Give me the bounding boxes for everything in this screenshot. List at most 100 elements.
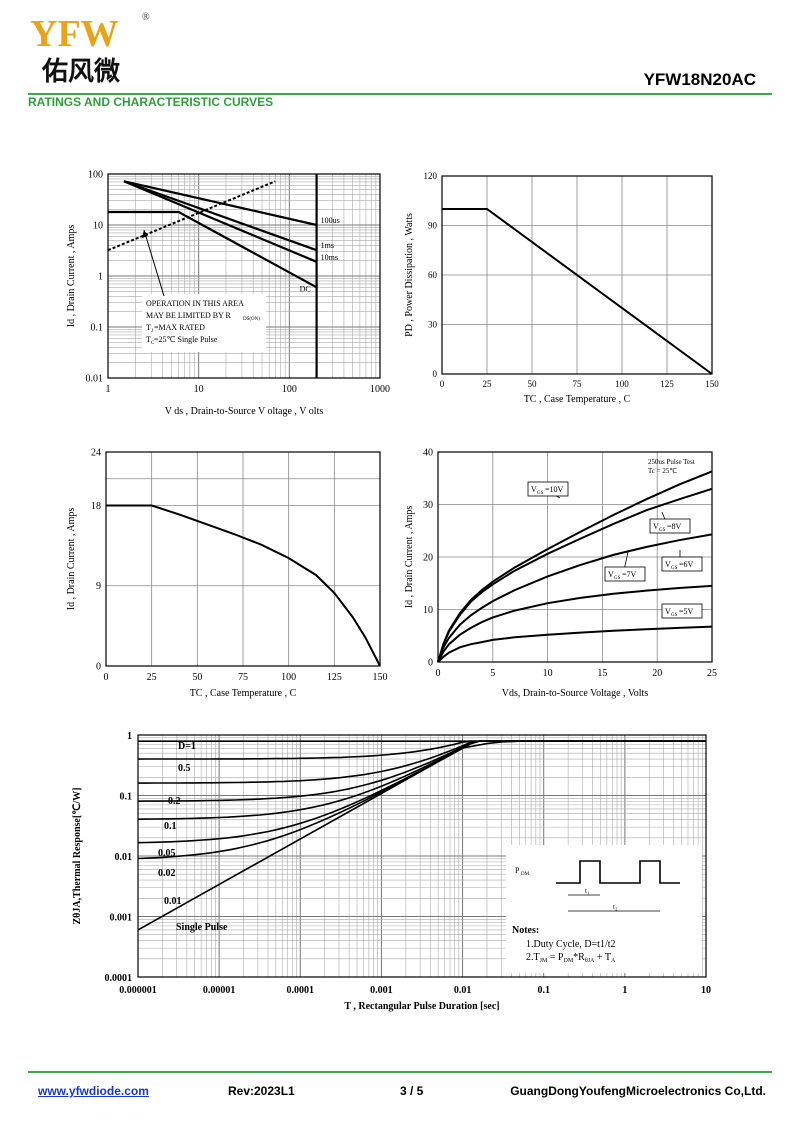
series-label: Single Pulse <box>176 922 228 933</box>
x-tick-label: 0.0001 <box>287 985 315 996</box>
annotation-text: T <box>146 335 151 344</box>
series-label: =10V <box>545 485 564 494</box>
notes-span: DM <box>563 958 573 964</box>
y-tick-label: 1 <box>127 731 132 742</box>
series-label: D=1 <box>178 741 196 752</box>
callout-box <box>604 566 646 582</box>
pulse-waveform <box>556 860 680 884</box>
pulse-label: P <box>515 866 520 875</box>
plot-frame <box>107 173 381 379</box>
notes-line: 1.Duty Cycle, D=t1/t2 <box>526 939 616 950</box>
y-tick-label: 0.1 <box>120 792 133 803</box>
x-axis-label: V ds , Drain-to-Source V oltage , V olts <box>165 406 324 417</box>
thermal-curve <box>137 740 706 820</box>
callout-box <box>661 603 703 619</box>
notes-span: 2.T <box>526 952 540 963</box>
page-number: 3 / 5 <box>400 1084 424 1098</box>
y-tick-label: 120 <box>424 171 438 181</box>
thermal-curve <box>137 740 520 931</box>
x-axis-label: TC , Case Temperature , C <box>524 394 631 405</box>
x-tick-label: 150 <box>705 379 719 389</box>
y-tick-label: 100 <box>88 169 103 180</box>
series-label: 10ms <box>321 253 338 262</box>
callout-box <box>527 481 569 497</box>
x-tick-label: 10 <box>194 384 204 395</box>
series-label: 0.5 <box>178 763 191 774</box>
y-tick-label: 18 <box>91 501 101 512</box>
y-tick-label: 1 <box>98 271 103 282</box>
series-label: =8V <box>667 522 682 531</box>
y-axis-label: PD , Power Dissipation , Watts <box>404 213 415 337</box>
footer-divider <box>28 1071 772 1073</box>
company-logo: YFW ® 佑风微 <box>28 8 168 88</box>
series-label: DC <box>300 284 311 293</box>
series-label: V <box>665 560 671 569</box>
annotation-text: 250us Pulse Test <box>648 458 695 466</box>
x-tick-label: 100 <box>615 379 629 389</box>
output-curve <box>437 533 713 663</box>
series-label: GS <box>671 566 678 571</box>
soa-line <box>108 210 318 289</box>
y-tick-label: 0 <box>433 369 438 379</box>
revision-label: Rev:2023L1 <box>228 1084 295 1098</box>
x-tick-label: 125 <box>660 379 674 389</box>
series-label: V <box>531 485 537 494</box>
pulse-label: t₂ <box>613 903 618 911</box>
annotation-text: C <box>151 341 155 346</box>
y-tick-label: 40 <box>423 447 433 458</box>
annotation-text: OPERATION IN THIS AREA <box>146 299 244 308</box>
series-label: =6V <box>679 560 694 569</box>
section-title: RATINGS AND CHARACTERISTIC CURVES <box>28 95 274 109</box>
x-tick-label: 20 <box>652 668 662 679</box>
x-tick-label: 0 <box>104 672 109 683</box>
logo-letters: YFW <box>30 13 119 55</box>
y-axis-label: Id , Drain Current , Amps <box>66 508 77 611</box>
drain-current-vs-temperature-chart: 0 25 50 75 100 125 150 0 9 18 24 TC , Case Temperat… <box>66 447 388 699</box>
x-tick-label: 1000 <box>370 384 390 395</box>
x-tick-label: 1 <box>106 384 111 395</box>
x-tick-label: 75 <box>238 672 248 683</box>
series-label: 100us <box>321 216 340 225</box>
soa-chart: 100us 1ms 10ms DC OPERATION IN THIS AREA MAY … <box>66 169 390 417</box>
registered-mark: ® <box>142 12 150 23</box>
series-label: =5V <box>679 607 694 616</box>
notes-span: JM <box>540 958 548 964</box>
logo-chinese: 佑风微 <box>41 56 120 86</box>
annotation-text: DS(ON) <box>243 317 260 322</box>
x-tick-label: 100 <box>281 672 296 683</box>
callout-box <box>649 518 691 534</box>
x-tick-label: 0 <box>440 379 445 389</box>
website-link[interactable]: www.yfwdiode.com <box>38 1084 149 1098</box>
annotation-text: =MAX RATED <box>154 323 205 332</box>
series-label: GS <box>614 576 621 581</box>
y-tick-label: 10 <box>93 220 103 231</box>
x-tick-label: 100 <box>282 384 297 395</box>
part-number: YFW18N20AC <box>643 70 756 89</box>
series-label: GS <box>537 491 544 496</box>
x-tick-label: 10 <box>701 985 711 996</box>
x-tick-label: 25 <box>483 379 493 389</box>
x-tick-label: 0 <box>436 668 441 679</box>
y-tick-label: 0.0001 <box>105 973 133 984</box>
notes-span: = P <box>547 952 564 963</box>
company-name: GuangDongYoufengMicroelectronics Co,Ltd. <box>510 1084 766 1098</box>
series-label: 0.01 <box>164 896 182 907</box>
x-tick-label: 0.001 <box>370 985 393 996</box>
header-divider <box>28 93 772 95</box>
output-curve <box>437 584 713 663</box>
notes-span: θJA <box>585 958 595 964</box>
series-label: V <box>665 607 671 616</box>
pd-curve <box>442 208 713 375</box>
series-label: =7V <box>622 570 637 579</box>
x-tick-label: 0.1 <box>537 985 550 996</box>
thermal-curve <box>137 740 706 844</box>
y-tick-label: 0.01 <box>115 852 133 863</box>
plot-frame <box>105 451 381 667</box>
notes-span: A <box>611 958 616 964</box>
annotation-arrowhead <box>142 230 148 238</box>
y-tick-label: 30 <box>423 500 433 511</box>
y-tick-label: 0.01 <box>86 373 104 384</box>
callout-box <box>661 556 703 572</box>
